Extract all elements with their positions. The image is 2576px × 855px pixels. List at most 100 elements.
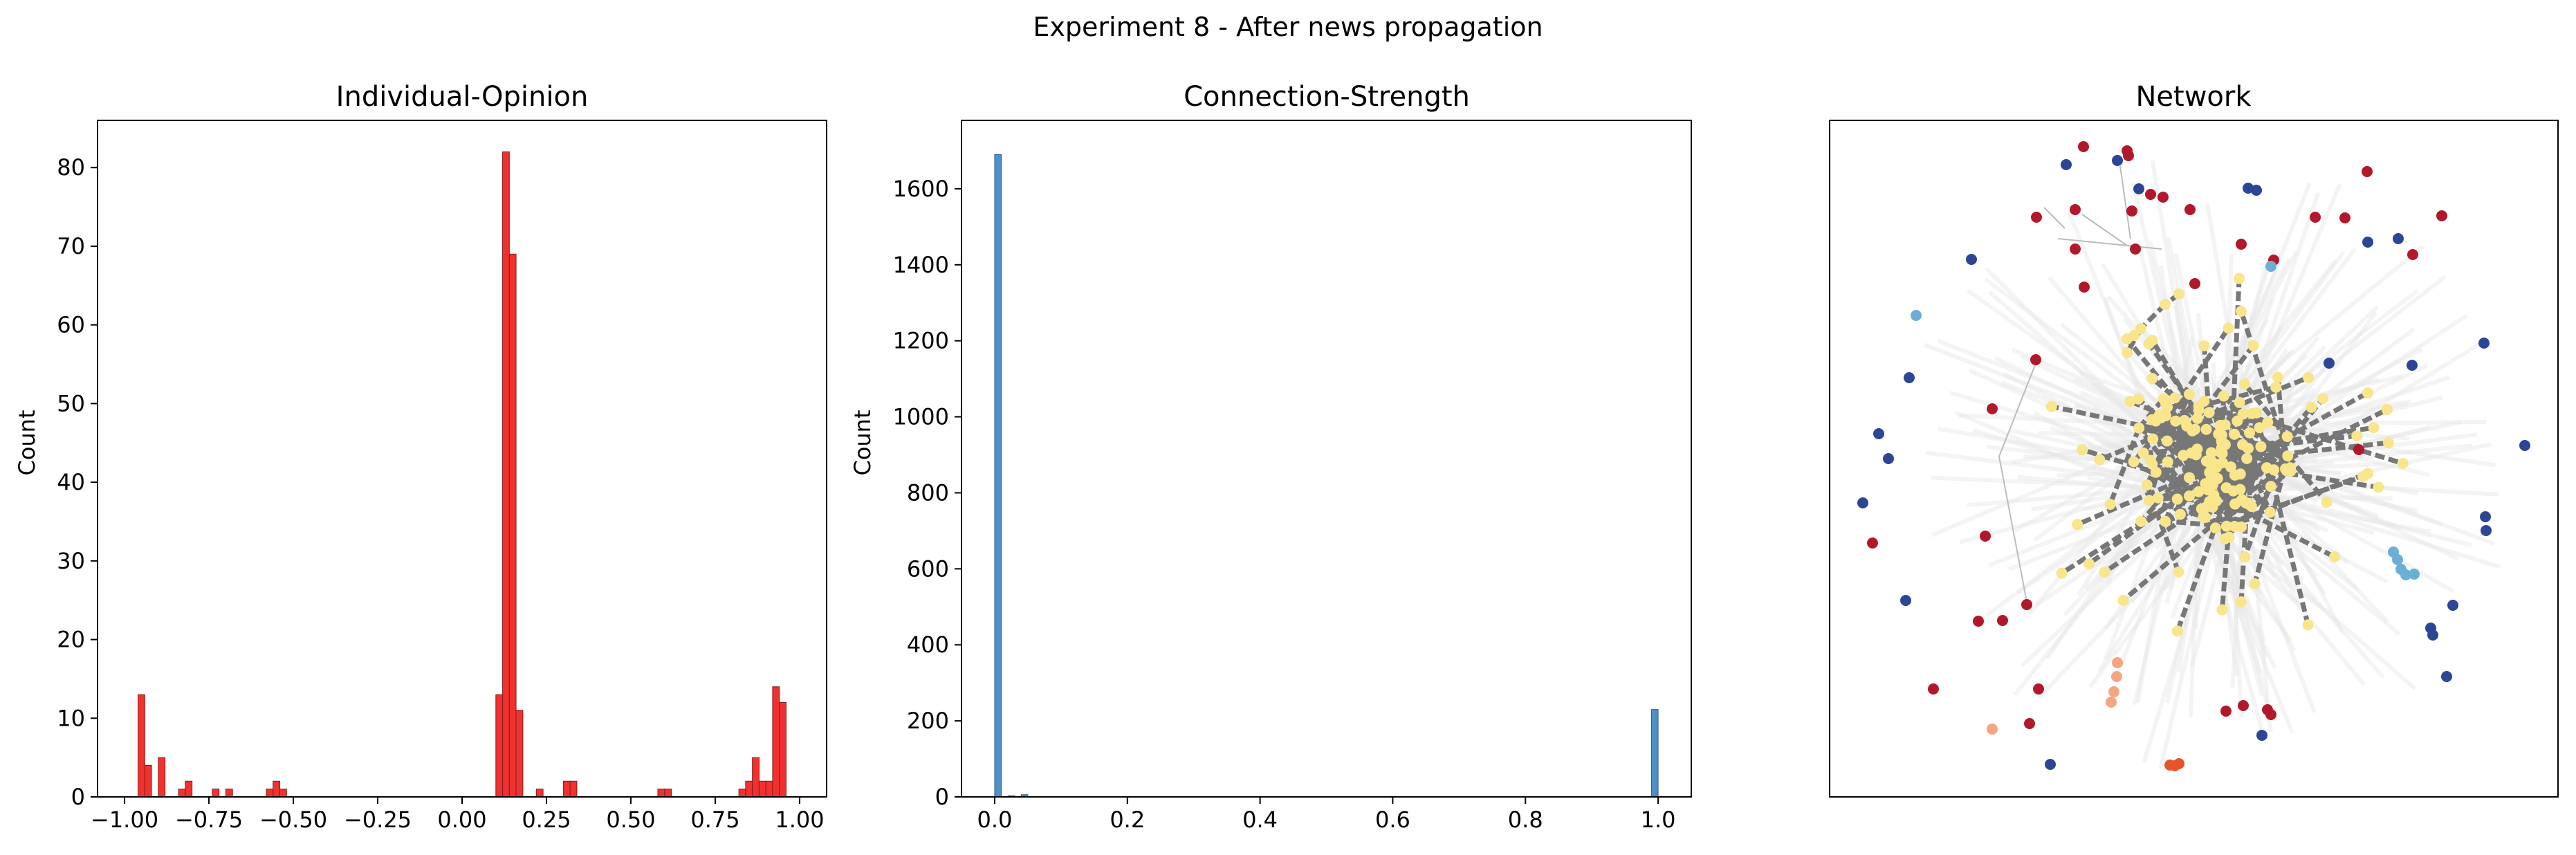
opinion-bar (765, 780, 773, 798)
network-node (2353, 444, 2364, 455)
opinion-x-tick-label: −0.75 (175, 807, 243, 833)
network-node (2056, 567, 2068, 579)
network-node (2174, 508, 2186, 520)
network-node (2208, 489, 2220, 501)
network-node (2427, 629, 2438, 641)
network-chart-title: Network (2135, 81, 2252, 113)
network-strong-edge (2139, 302, 2167, 331)
network-node (2216, 457, 2228, 468)
network-node (2229, 520, 2241, 532)
network-node (2184, 472, 2196, 484)
network-node (2070, 243, 2081, 255)
network-node (2152, 492, 2164, 504)
network-strong-edge (2076, 462, 2220, 527)
strength-y-tick-label: 1200 (893, 328, 949, 354)
network-node (2135, 323, 2146, 334)
network-node (2045, 401, 2057, 412)
network-node (2133, 183, 2144, 194)
network-node (2407, 249, 2418, 260)
network-node (1966, 254, 1977, 265)
network-node (2111, 671, 2122, 682)
network-node (2255, 441, 2267, 452)
network-node (2265, 261, 2276, 272)
network-weak-edge (2240, 387, 2317, 452)
network-node (2256, 730, 2267, 741)
network-weak-edge (2087, 475, 2178, 499)
strength-x-tick-label: 1.0 (1641, 807, 1676, 833)
network-node (2158, 192, 2169, 203)
network-node (2198, 395, 2210, 407)
network-node (2135, 515, 2147, 527)
network-node (2171, 625, 2183, 637)
network-strong-edge (2285, 454, 2329, 504)
network-node (2173, 566, 2184, 578)
network-node (2145, 189, 2156, 200)
strength-y-tick-label: 200 (907, 708, 949, 734)
network-node (2203, 457, 2215, 468)
network-node (2130, 243, 2141, 255)
network-strong-edge (2122, 497, 2244, 603)
network-node (2123, 150, 2134, 161)
opinion-x-tick-label: 0.50 (606, 807, 655, 833)
network-node (2193, 404, 2205, 416)
network-weak-edge (2119, 165, 2131, 239)
network-strong-edge (2216, 425, 2262, 480)
network-node (2302, 619, 2314, 631)
network-strong-edge (2243, 435, 2290, 558)
network-node (2160, 515, 2171, 527)
opinion-bar (279, 789, 287, 798)
network-node (2393, 233, 2404, 244)
network-node (2207, 502, 2218, 513)
strength-y-tick-label: 1000 (893, 404, 949, 430)
network-node (2184, 204, 2196, 215)
opinion-bar (138, 694, 145, 798)
network-node (2128, 330, 2140, 341)
network-node (2147, 433, 2159, 445)
network-node (2306, 401, 2317, 413)
network-node (2436, 210, 2447, 221)
network-weak-edge (1954, 410, 2171, 505)
network-node (2216, 435, 2227, 447)
network-node (2124, 396, 2136, 407)
strength-y-tick-label: 400 (907, 632, 949, 658)
strength-chart-title: Connection-Strength (1184, 81, 1470, 113)
network-strong-edge (2219, 396, 2227, 441)
network-node (2083, 558, 2095, 569)
network-node (2170, 415, 2182, 427)
strength-bar (1650, 709, 1659, 798)
network-node (2317, 393, 2329, 405)
network-node (2282, 450, 2294, 462)
network-node (2238, 700, 2249, 711)
network-node (2409, 569, 2420, 580)
network-node (2196, 503, 2207, 515)
network-node (2329, 551, 2340, 562)
network-node (2189, 423, 2201, 435)
network-node (2339, 212, 2350, 223)
network-plot-frame (1829, 120, 2559, 798)
network-node (2244, 427, 2256, 439)
network-node (2200, 423, 2212, 435)
opinion-x-tick-label: 0.25 (522, 807, 571, 833)
network-node (2216, 448, 2228, 459)
network-node (2229, 428, 2241, 440)
network-strong-edge (2151, 375, 2310, 441)
strength-histogram-panel: Connection-Strength Count 0.0 0.2 0.4 0.6 0.… (849, 81, 1692, 833)
network-node (2382, 437, 2394, 449)
opinion-bar (212, 789, 220, 798)
opinion-y-axis-label: Count (14, 410, 40, 475)
network-node (2117, 594, 2129, 606)
network-node (2227, 485, 2239, 497)
network-strong-edge (2146, 342, 2243, 476)
network-node (2321, 497, 2333, 508)
network-node (2106, 697, 2117, 708)
network-node (1928, 683, 1939, 695)
network-node (2160, 299, 2171, 310)
network-node (2144, 495, 2155, 506)
network-strong-edge (2238, 310, 2290, 457)
strength-bar (994, 154, 1002, 798)
network-node (1867, 537, 1878, 549)
network-node (2400, 569, 2411, 580)
network-node (2254, 422, 2265, 434)
opinion-x-tick-label: −0.25 (344, 807, 412, 833)
